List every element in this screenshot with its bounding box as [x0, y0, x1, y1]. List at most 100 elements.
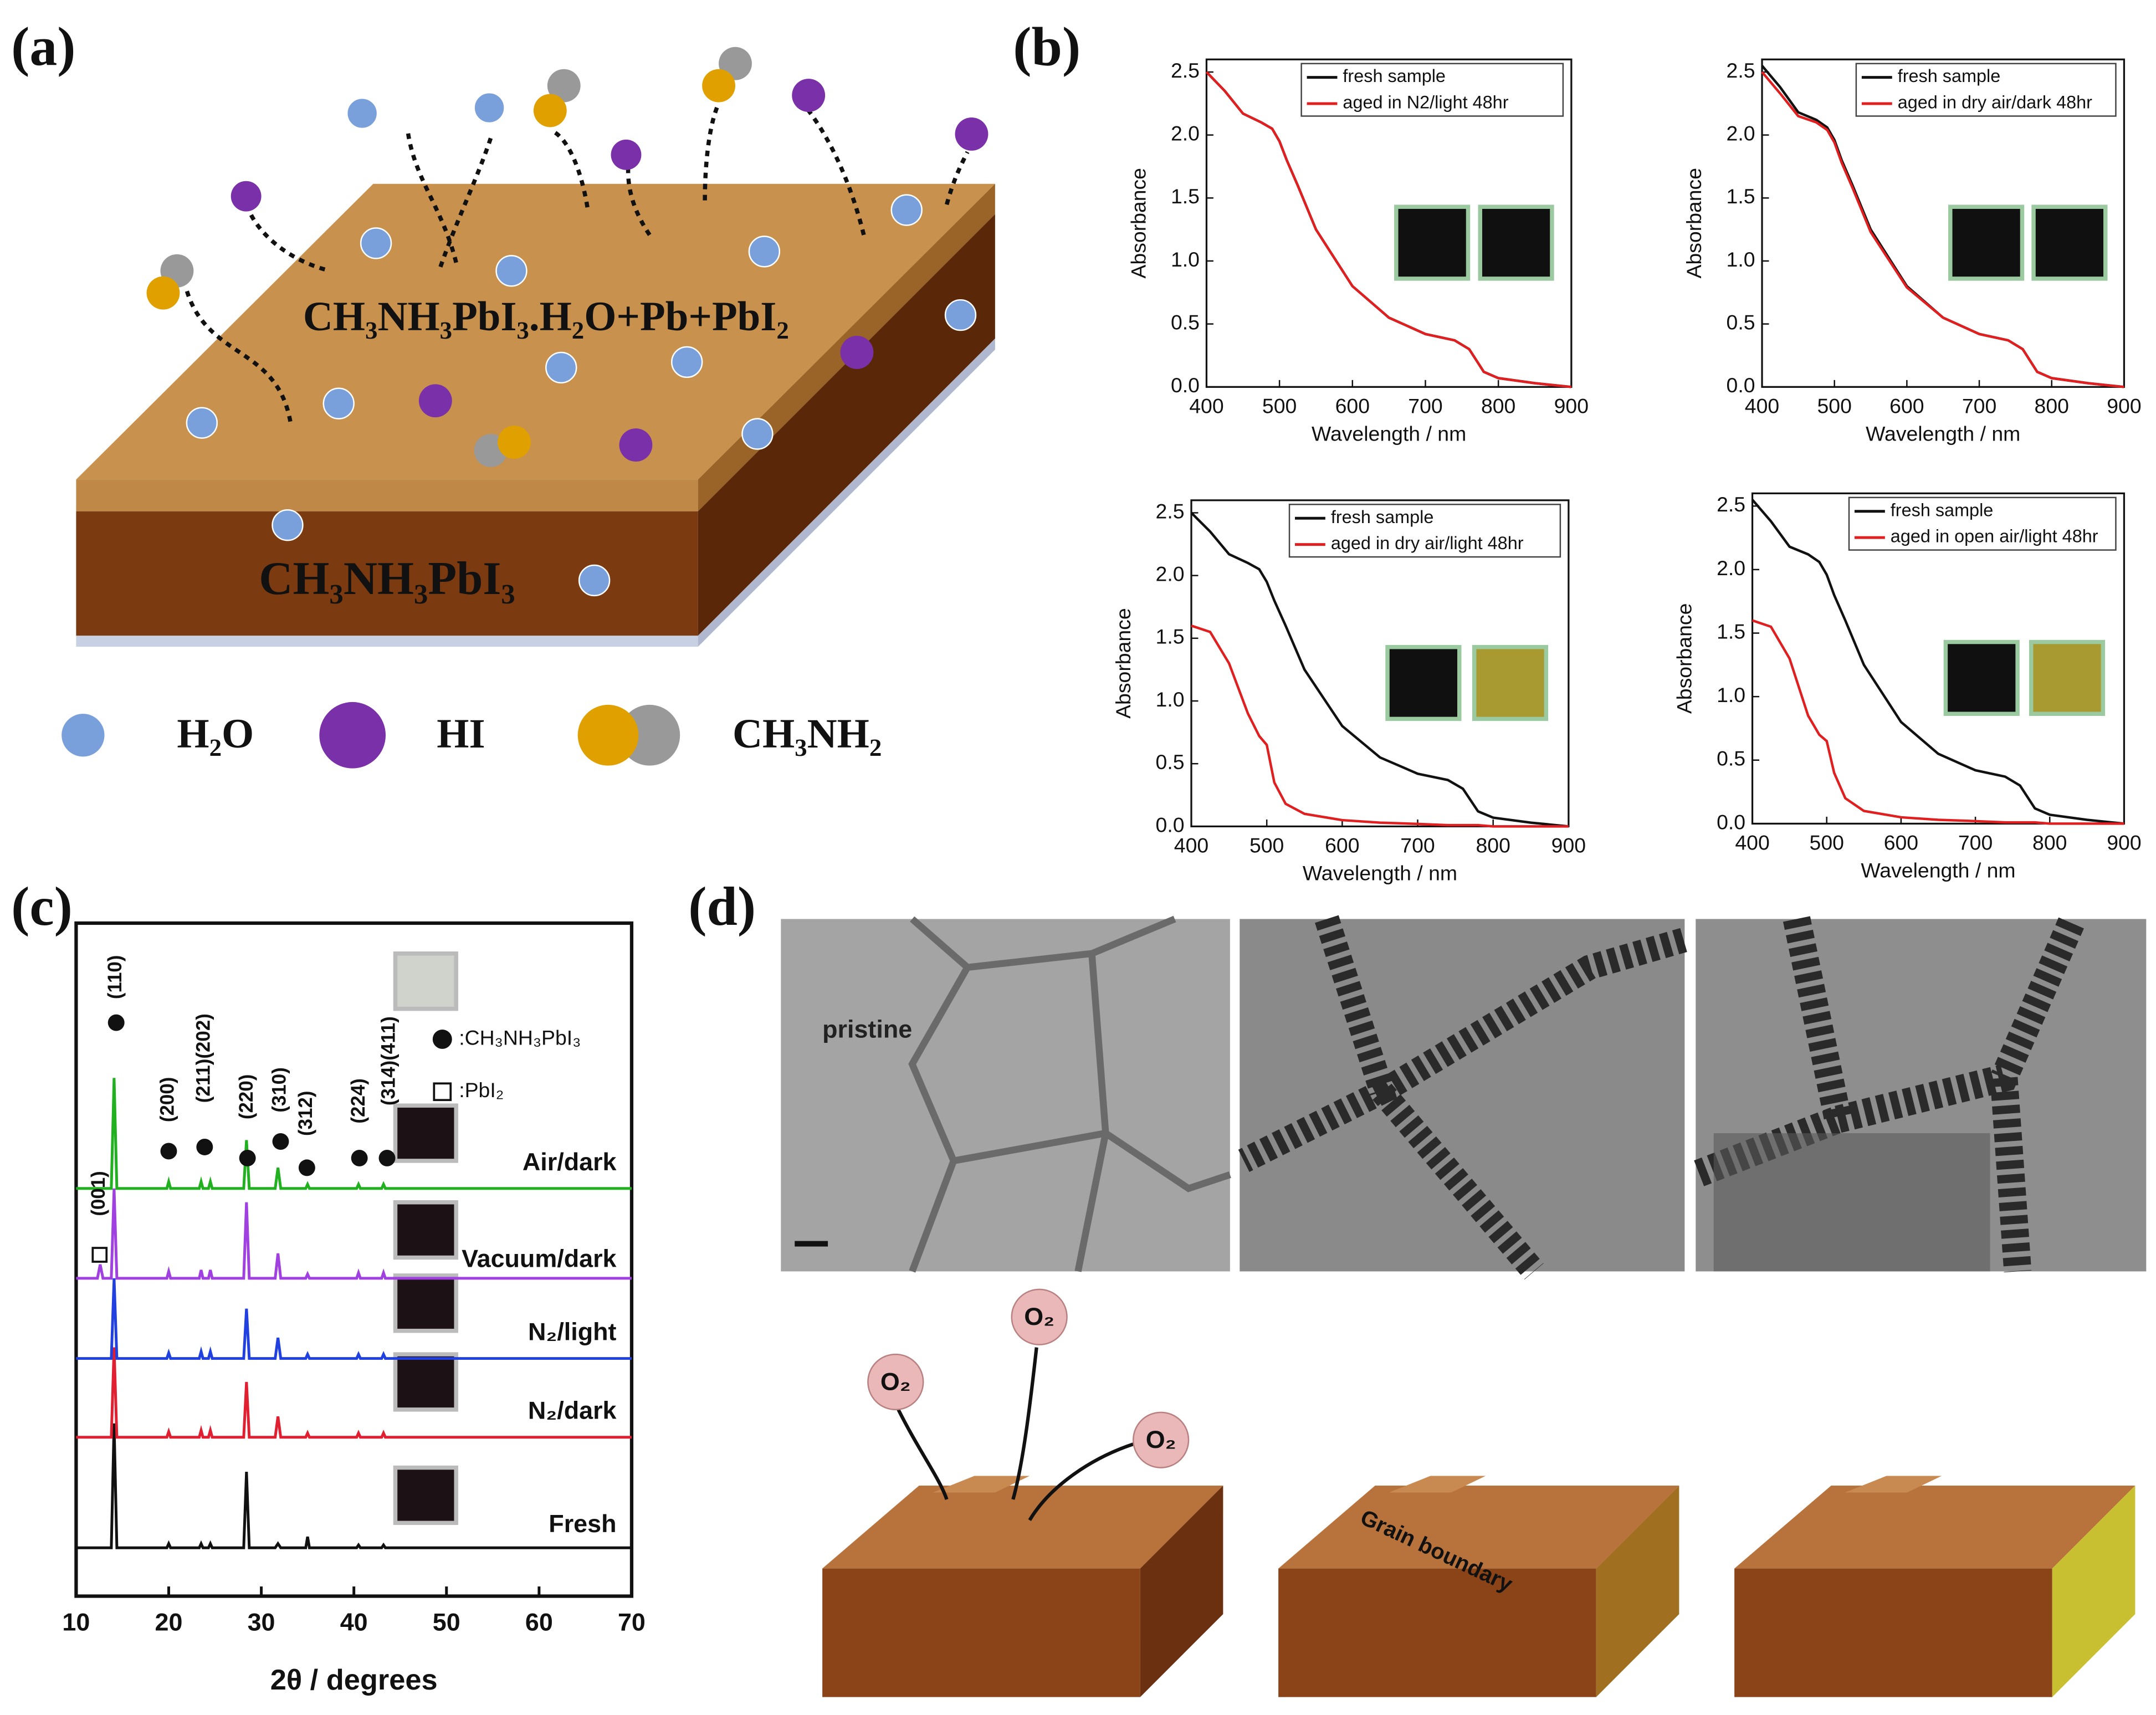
x-axis-label: 2θ / degrees: [270, 1664, 438, 1696]
y-tick-label: 1.0: [1171, 248, 1200, 271]
y-tick-label: 0.0: [1171, 373, 1200, 397]
x-tick-label: 700: [1962, 395, 1996, 418]
y-tick-label: 2.5: [1727, 59, 1755, 82]
x-tick-label: 900: [1554, 395, 1589, 418]
sample-photo: [1394, 204, 1471, 281]
sample-photo: [2029, 639, 2106, 716]
legend-label: CH₃NH₂: [733, 711, 882, 757]
x-tick-label: 60: [525, 1608, 553, 1636]
x-axis-label: Wavelength / nm: [1312, 422, 1466, 445]
pbi2-marker: [433, 1082, 452, 1102]
oxygen-label: O₂: [1146, 1425, 1176, 1453]
phase-marker: [351, 1149, 368, 1166]
x-tick-label: 40: [340, 1608, 368, 1636]
spectrum-line: [76, 1423, 632, 1549]
pbi2-marker: [91, 1247, 108, 1263]
panel-label: (c): [11, 876, 73, 937]
series-label: Fresh: [549, 1509, 616, 1538]
sem-images: [781, 913, 2147, 1279]
spectrum-line: [76, 1347, 632, 1439]
oxygen-label: O₂: [880, 1367, 911, 1395]
x-tick-label: 70: [618, 1608, 646, 1636]
x-tick-label: 900: [2107, 395, 2141, 418]
sample-photo: [393, 1200, 458, 1260]
layer-label: CH₃NH₃PbI₃: [259, 552, 515, 605]
y-tick-label: 2.5: [1156, 499, 1185, 523]
y-tick-label: 2.0: [1156, 562, 1185, 586]
spectrum-line: [76, 1188, 632, 1280]
peak-label: (200): [157, 1077, 178, 1123]
y-tick-label: 0.0: [1717, 810, 1745, 833]
y-tick-label: 1.5: [1727, 185, 1755, 208]
phase-marker: [160, 1143, 177, 1160]
x-tick-label: 700: [1408, 395, 1442, 418]
peak-label: (220): [235, 1074, 257, 1120]
panel-label: (b): [1013, 16, 1080, 78]
y-axis-label: Absorbance: [1673, 603, 1696, 714]
sample-photo: [1948, 204, 2025, 281]
y-tick-label: 0.0: [1727, 373, 1755, 397]
layer-label: CH₃NH₃PbI₃.H₂O+Pb+PbI₂: [303, 294, 789, 340]
y-tick-label: 1.0: [1727, 248, 1755, 271]
legend-box: [1855, 63, 2117, 117]
series-label: Air/dark: [523, 1148, 617, 1176]
x-tick-label: 500: [1817, 395, 1851, 418]
phase-marker: [432, 1029, 452, 1049]
line: [1205, 71, 1572, 388]
x-tick-label: 10: [62, 1608, 90, 1636]
peak-label: (310): [269, 1067, 290, 1113]
legend-box: [1848, 496, 2117, 551]
y-tick-label: 0.5: [1156, 750, 1185, 774]
y-axis-label: Absorbance: [1127, 168, 1150, 279]
line: [1761, 71, 2124, 388]
phase-marker: [298, 1159, 315, 1176]
sem-label: pristine: [822, 1015, 912, 1043]
y-tick-label: 2.5: [1717, 493, 1745, 516]
panel-label: (d): [688, 876, 756, 937]
phase-marker: [196, 1139, 213, 1155]
sample-photo: [2031, 204, 2108, 281]
block-top: [1278, 1486, 1679, 1569]
line: [1191, 624, 1569, 828]
line: [1190, 511, 1569, 828]
x-tick-label: 500: [1249, 834, 1284, 857]
block-side: [1140, 1486, 1223, 1697]
y-tick-label: 1.5: [1156, 625, 1185, 648]
block-bump: [1845, 1476, 1942, 1493]
sample-photo: [1472, 644, 1549, 721]
x-tick-label: 800: [1481, 395, 1515, 418]
y-tick-label: 1.0: [1717, 683, 1745, 707]
grain-diagrams: [822, 1476, 2135, 1697]
peak-label: (001): [88, 1171, 109, 1216]
plot-frame: [1190, 499, 1570, 828]
spectrum-line: [76, 1278, 632, 1360]
block-side: [1596, 1486, 1679, 1697]
x-axis-label: Wavelength / nm: [1866, 422, 2020, 445]
block-front: [1278, 1568, 1596, 1697]
phase-marker: [378, 1149, 396, 1166]
x-tick-label: 600: [1325, 834, 1359, 857]
sample-photo: [1478, 204, 1554, 281]
x-tick-label: 800: [1476, 834, 1510, 857]
y-tick-label: 2.0: [1717, 556, 1745, 580]
sample-photo: [393, 1352, 458, 1412]
molecules: [60, 47, 989, 769]
x-tick-label: 400: [1735, 831, 1769, 854]
block-bump: [933, 1476, 1030, 1493]
block-side: [2052, 1486, 2135, 1697]
phase-marker: [272, 1133, 289, 1150]
block-front: [1734, 1568, 2052, 1697]
x-tick-label: 900: [2107, 831, 2141, 854]
x-tick-label: 700: [1400, 834, 1435, 857]
sample-photo: [393, 1103, 458, 1163]
x-axis-label: Wavelength / nm: [1861, 859, 2015, 882]
spectrum-line: [76, 1078, 632, 1190]
legend-box: [1300, 63, 1564, 117]
legend-label: H₂O: [177, 711, 254, 757]
x-tick-label: 600: [1335, 395, 1370, 418]
x-tick-label: 400: [1174, 834, 1208, 857]
legend-label: fresh sample: [1891, 500, 1994, 520]
sample-photo: [1385, 644, 1462, 721]
x-tick-label: 900: [1551, 834, 1586, 857]
y-tick-label: 0.5: [1717, 747, 1745, 770]
